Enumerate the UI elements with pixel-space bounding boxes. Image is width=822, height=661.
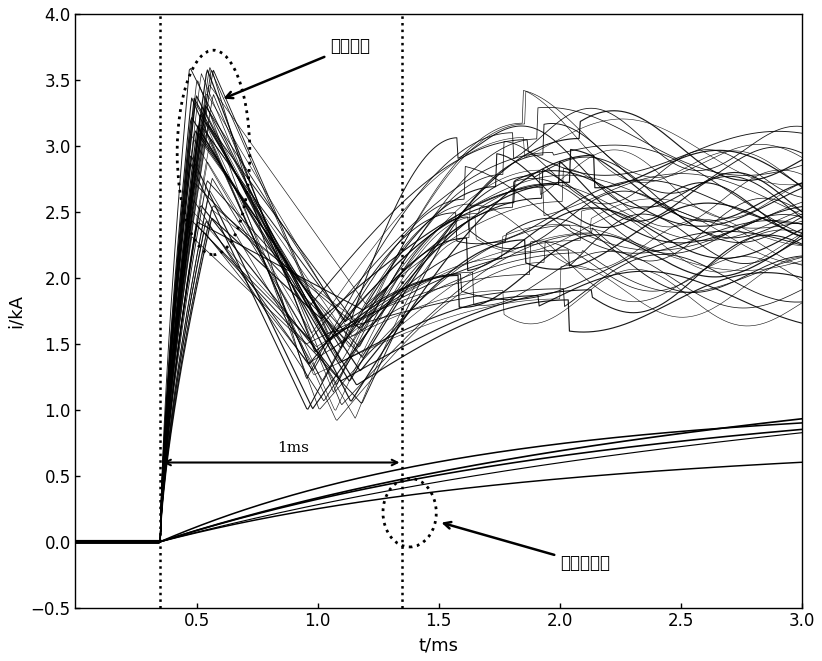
Text: 1ms: 1ms (278, 441, 309, 455)
Text: 线路故障: 线路故障 (226, 38, 370, 98)
X-axis label: t/ms: t/ms (418, 636, 459, 654)
Y-axis label: i/kA: i/kA (7, 293, 25, 328)
Text: 逆变侧故障: 逆变侧故障 (444, 522, 610, 572)
